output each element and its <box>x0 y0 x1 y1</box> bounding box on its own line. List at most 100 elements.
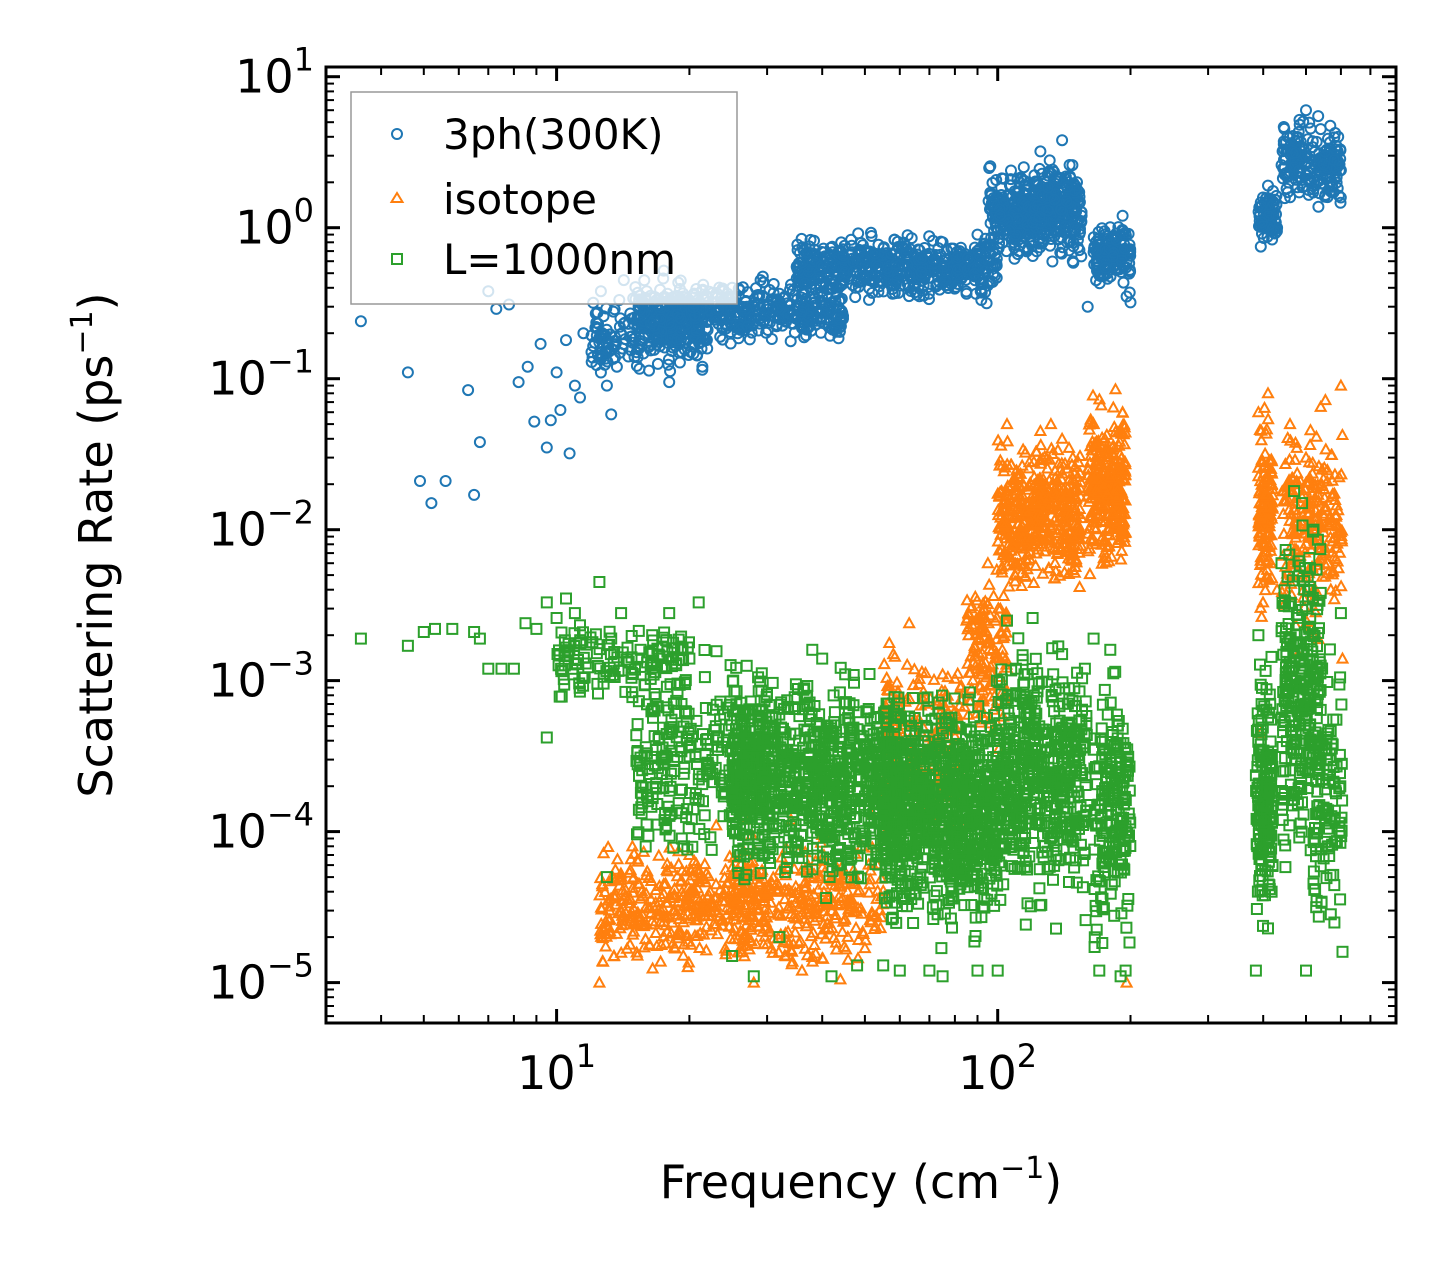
3ph-point-801 <box>786 284 799 297</box>
3ph-point-967 <box>863 293 875 306</box>
3ph-point-1085 <box>933 283 946 296</box>
3ph-point-436 <box>675 333 687 346</box>
3ph-point-12 <box>521 360 534 373</box>
3ph-point-770 <box>830 325 843 338</box>
3ph-point-5 <box>462 384 475 397</box>
3ph-point-1127 <box>835 236 848 249</box>
3ph-point-802 <box>795 305 808 318</box>
3ph-point-2 <box>414 475 426 487</box>
3ph-point-780 <box>828 324 841 337</box>
3ph-point-17 <box>550 366 563 379</box>
3ph-point-763 <box>647 315 660 328</box>
3ph-point-757 <box>772 301 785 314</box>
3ph-point-284 <box>630 359 643 372</box>
3ph-point-222 <box>597 310 610 323</box>
3ph-point-746 <box>815 311 828 324</box>
3ph-point-7 <box>473 436 486 449</box>
3ph-point-707 <box>741 286 754 299</box>
3ph-point-799 <box>654 313 667 325</box>
3ph-point-1220 <box>852 227 865 240</box>
3ph-point-314 <box>589 307 602 320</box>
3ph-point-804 <box>833 313 846 326</box>
3ph-point-312 <box>586 351 599 364</box>
3ph-point-22 <box>574 391 586 404</box>
3ph-point-761 <box>756 270 769 283</box>
3ph-point-299 <box>642 341 655 354</box>
3ph-point-79 <box>1300 104 1312 117</box>
3ph-point-889 <box>829 295 842 308</box>
3ph-point-754 <box>814 326 827 339</box>
3ph-point-18 <box>554 404 567 416</box>
3ph-point-1023 <box>934 235 947 248</box>
3ph-point-244 <box>696 363 709 376</box>
3ph-point-322 <box>648 343 661 356</box>
3ph-point-253 <box>662 358 675 371</box>
3ph-point-650 <box>710 305 723 318</box>
3ph-point-27 <box>600 379 613 392</box>
3ph-point-65 <box>1056 134 1069 147</box>
3ph-point-794 <box>773 287 786 300</box>
3ph-point-725 <box>645 307 658 320</box>
3ph-point-778 <box>831 317 844 330</box>
3ph-point-706 <box>743 333 756 346</box>
3ph-point-300 <box>607 352 620 365</box>
3ph-point-68 <box>1081 300 1094 313</box>
3ph-point-713 <box>704 304 717 317</box>
3ph-point-766 <box>651 331 663 344</box>
3ph-point-777 <box>688 309 701 322</box>
3ph-point-305 <box>664 365 677 378</box>
3ph-point-798 <box>674 312 687 325</box>
3ph-point-20 <box>563 447 576 460</box>
3ph-point-762 <box>725 310 737 323</box>
3ph-point-1155 <box>795 232 808 245</box>
3ph-point-771 <box>741 320 754 333</box>
3ph-point-776 <box>737 300 750 313</box>
3ph-point-712 <box>694 336 707 349</box>
3ph-point-768 <box>700 322 712 335</box>
3ph-point-367 <box>701 324 714 336</box>
3ph-point-6 <box>468 488 481 501</box>
3ph-point-803 <box>638 306 651 319</box>
3ph-point-740 <box>822 305 834 318</box>
3ph-point-739 <box>716 322 729 335</box>
3ph-point-715 <box>714 330 727 343</box>
3ph-point-63 <box>1034 145 1047 158</box>
3ph-point-1 <box>401 366 414 379</box>
3ph-point-795 <box>776 319 789 332</box>
3ph-point-618 <box>671 333 684 346</box>
3ph-point-19 <box>560 334 572 347</box>
3ph-point-4 <box>439 475 452 487</box>
3ph-point-319 <box>615 327 628 340</box>
3ph-point-589 <box>765 333 778 345</box>
3ph-point-308 <box>593 331 606 344</box>
3ph-point-28 <box>605 408 618 421</box>
3ph-point-21 <box>568 379 581 392</box>
3ph-point-13 <box>528 415 541 428</box>
3ph-point-0 <box>354 315 367 328</box>
3ph-point-315 <box>625 344 638 357</box>
3ph-point-784 <box>758 314 771 327</box>
3ph-point-537 <box>629 331 642 344</box>
3ph-point-1187 <box>916 284 929 297</box>
3ph-point-11 <box>512 376 525 389</box>
3ph-point-71 <box>1116 209 1129 222</box>
3ph-point-1165 <box>867 275 880 288</box>
3ph-point-1189 <box>865 230 878 242</box>
3ph-point-14 <box>534 337 547 350</box>
3ph-point-785 <box>788 326 801 339</box>
3ph-point-1201 <box>940 244 953 257</box>
3ph-point-1231 <box>927 234 940 247</box>
3ph-point-636 <box>716 333 729 346</box>
3ph-point-324 <box>598 358 611 371</box>
3ph-point-735 <box>733 319 746 332</box>
plot-points <box>354 104 1350 988</box>
3ph-point-774 <box>766 302 779 315</box>
3ph-point-779 <box>789 312 802 325</box>
3ph-point-661 <box>767 287 780 300</box>
3ph-point-1114 <box>808 234 820 247</box>
3ph-point-23 <box>577 327 590 340</box>
3ph-point-189 <box>643 364 655 377</box>
3ph-point-577 <box>798 331 811 344</box>
3ph-point-298 <box>587 340 600 353</box>
